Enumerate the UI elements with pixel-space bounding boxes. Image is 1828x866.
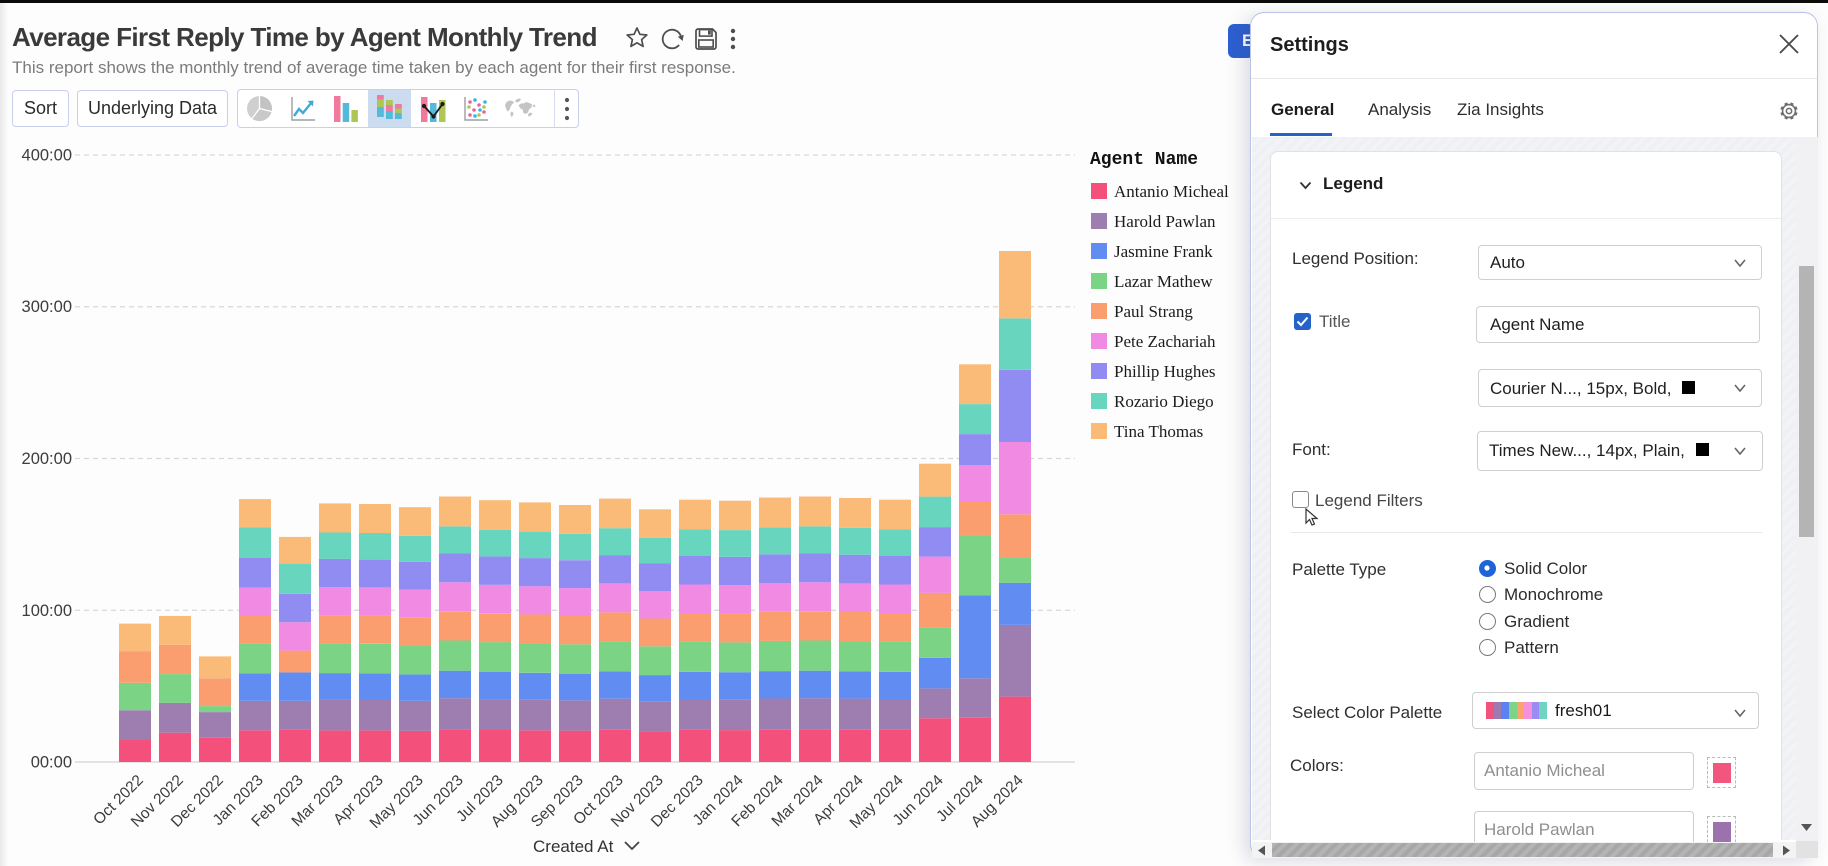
svg-text:Jasmine Frank: Jasmine Frank (1114, 242, 1213, 261)
svg-text:Rozario Diego: Rozario Diego (1114, 392, 1214, 411)
svg-text:Phillip Hughes: Phillip Hughes (1114, 362, 1216, 381)
svg-text:Pete Zachariah: Pete Zachariah (1114, 332, 1216, 351)
svg-text:Harold Pawlan: Harold Pawlan (1114, 212, 1216, 231)
svg-text:Antanio Micheal: Antanio Micheal (1114, 182, 1229, 201)
svg-text:400:00: 400:00 (22, 147, 72, 165)
svg-text:Lazar Mathew: Lazar Mathew (1114, 272, 1213, 291)
svg-text:Tina Thomas: Tina Thomas (1114, 422, 1203, 441)
svg-text:200:00: 200:00 (22, 450, 72, 468)
svg-text:00:00: 00:00 (31, 754, 72, 772)
svg-text:100:00: 100:00 (22, 602, 72, 620)
svg-text:Created At: Created At (533, 837, 614, 856)
svg-text:Agent Name: Agent Name (1090, 150, 1198, 170)
svg-text:Paul Strang: Paul Strang (1114, 302, 1193, 321)
svg-text:300:00: 300:00 (22, 298, 72, 316)
